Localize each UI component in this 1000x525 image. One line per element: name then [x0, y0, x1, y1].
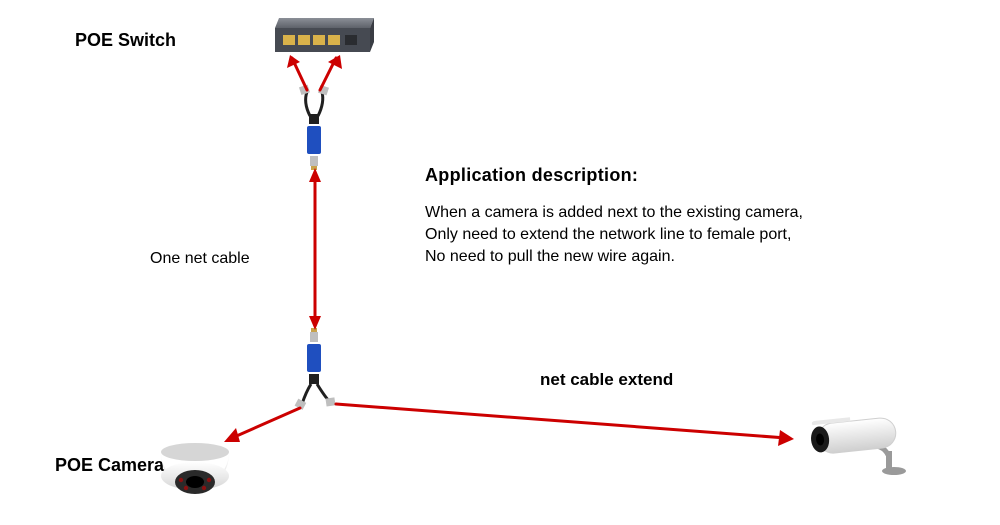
- label-net-cable-extend: net cable extend: [540, 370, 673, 390]
- diagram-stage: POE Switch One net cable POE Camera net …: [0, 0, 1000, 525]
- arrow-to-bullet-camera: [336, 404, 794, 446]
- arrow-to-switch-left: [287, 55, 307, 90]
- description-line-2: Only need to extend the network line to …: [425, 224, 803, 246]
- arrow-to-dome-camera: [224, 408, 300, 442]
- bullet-camera-icon: [809, 413, 906, 475]
- dome-camera-icon: [161, 443, 229, 494]
- description-line-3: No need to pull the new wire again.: [425, 246, 803, 268]
- label-poe-switch: POE Switch: [75, 30, 176, 51]
- description-heading: Application description:: [425, 165, 803, 186]
- label-poe-camera: POE Camera: [55, 455, 164, 476]
- arrow-one-net-cable: [309, 168, 321, 330]
- poe-splitter-bottom-icon: [295, 328, 336, 410]
- label-one-net-cable: One net cable: [150, 250, 250, 268]
- arrow-to-switch-right: [320, 55, 342, 90]
- application-description: Application description: When a camera i…: [425, 165, 803, 268]
- description-line-1: When a camera is added next to the exist…: [425, 202, 803, 224]
- poe-splitter-top-icon: [299, 85, 329, 170]
- poe-switch-icon: [275, 18, 374, 52]
